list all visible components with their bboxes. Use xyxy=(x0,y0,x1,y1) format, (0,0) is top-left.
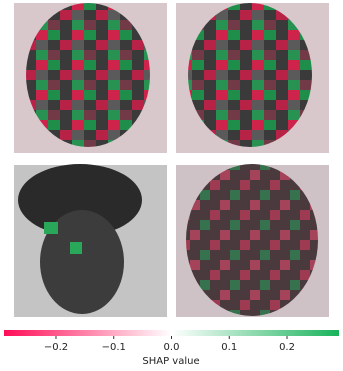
tick-label: 0.2 xyxy=(279,342,295,353)
colorbar-label: SHAP value xyxy=(142,356,199,367)
image-panel xyxy=(176,164,329,317)
image-panel xyxy=(14,164,167,317)
tick-label: 0.0 xyxy=(164,342,180,353)
image-panel xyxy=(14,3,167,153)
tick-label: 0.1 xyxy=(221,342,237,353)
tick-label: −0.1 xyxy=(102,342,126,353)
tick-label: −0.2 xyxy=(44,342,68,353)
colorbar xyxy=(4,330,339,336)
image-panel xyxy=(176,3,329,153)
